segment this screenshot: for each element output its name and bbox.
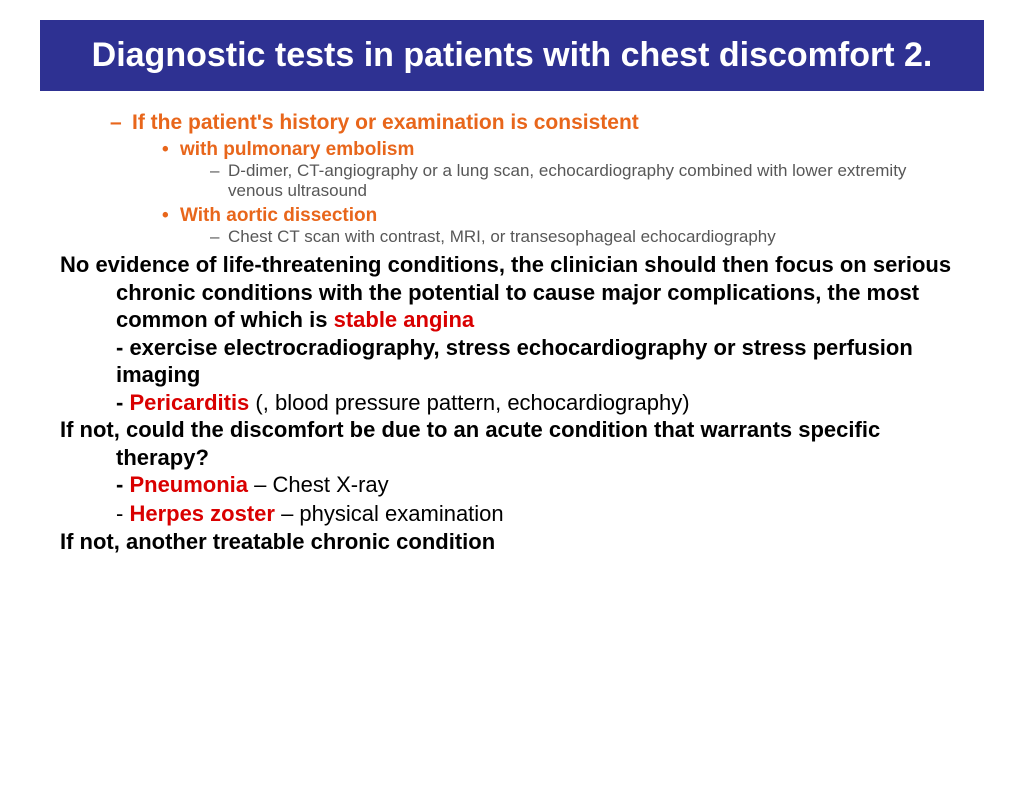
dash: - <box>116 501 129 526</box>
pericarditis: Pericarditis <box>129 390 249 415</box>
para1-lead: No evidence of life-threatening conditio… <box>60 252 951 332</box>
pe-tests-text: D-dimer, CT-angiography or a lung scan, … <box>228 161 906 200</box>
herpes-rest: – physical examination <box>275 501 504 526</box>
ad-label-text: With aortic dissection <box>180 205 377 226</box>
pe-tests: D-dimer, CT-angiography or a lung scan, … <box>228 161 924 201</box>
slide-content: If the patient's history or examination … <box>0 91 1024 556</box>
pneumonia: Pneumonia <box>129 472 248 497</box>
treatable-chronic: If not, another treatable chronic condit… <box>60 528 964 556</box>
acute-condition-question: If not, could the discomfort be due to a… <box>60 416 964 471</box>
stable-angina: stable angina <box>334 307 475 332</box>
pericarditis-rest: (, blood pressure pattern, echocardiogra… <box>249 390 689 415</box>
level1-header: If the patient's history or examination … <box>132 111 964 135</box>
slide-title: Diagnostic tests in patients with chest … <box>40 20 984 91</box>
ad-label: With aortic dissection <box>180 205 964 227</box>
pe-label-text: with pulmonary embolism <box>180 139 414 160</box>
pe-label: with pulmonary embolism <box>180 139 964 161</box>
pneumonia-line: - Pneumonia – Chest X-ray <box>116 471 964 500</box>
lvl1-text: If the patient's history or examination … <box>132 111 639 134</box>
pneumonia-rest: – Chest X-ray <box>248 472 389 497</box>
pericarditis-line: - Pericarditis (, blood pressure pattern… <box>116 389 964 417</box>
ad-tests-text: Chest CT scan with contrast, MRI, or tra… <box>228 227 776 246</box>
herpes-line: - Herpes zoster – physical examination <box>116 500 964 529</box>
exercise-tests-text: - exercise electrocradiography, stress e… <box>116 335 913 388</box>
para2-text: If not, could the discomfort be due to a… <box>60 417 880 470</box>
title-text: Diagnostic tests in patients with chest … <box>92 36 933 74</box>
para3-text: If not, another treatable chronic condit… <box>60 529 495 554</box>
no-evidence-paragraph: No evidence of life-threatening conditio… <box>60 251 964 334</box>
ad-tests: Chest CT scan with contrast, MRI, or tra… <box>228 227 924 247</box>
exercise-tests: - exercise electrocradiography, stress e… <box>116 334 964 389</box>
dash: - <box>116 390 129 415</box>
herpes-zoster: Herpes zoster <box>129 501 275 526</box>
dash: - <box>116 472 129 497</box>
